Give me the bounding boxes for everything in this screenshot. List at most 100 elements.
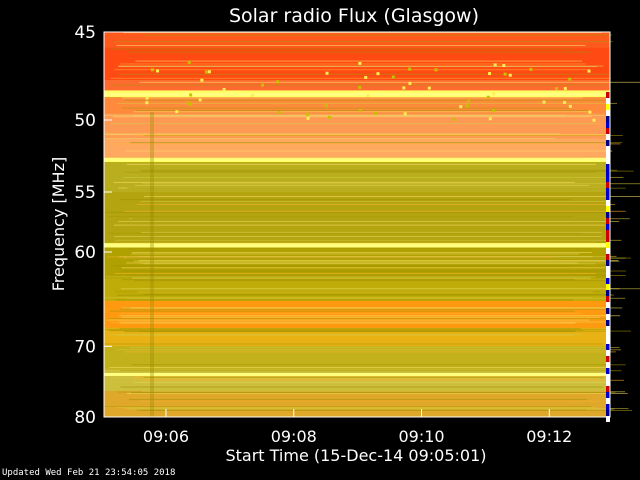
calibration-strip-cell xyxy=(606,362,610,368)
speckle xyxy=(364,75,368,79)
spectral-streak xyxy=(115,239,622,241)
updated-timestamp: Updated Wed Feb 21 23:54:05 2018 xyxy=(2,468,176,478)
spectral-streak xyxy=(105,134,607,136)
spectral-streak xyxy=(122,97,583,99)
calibration-strip-cell xyxy=(606,296,610,302)
spectral-streak xyxy=(126,274,626,276)
calibration-strip-cell xyxy=(606,134,610,140)
speckle xyxy=(306,116,310,120)
speckle xyxy=(568,104,572,108)
calibration-strip-cell xyxy=(606,386,610,392)
spectral-streak xyxy=(119,328,581,330)
calibration-strip-cell xyxy=(606,170,610,176)
spectral-streak xyxy=(125,257,631,259)
speckle xyxy=(358,108,362,112)
spectral-streak xyxy=(109,322,562,324)
spectral-streak xyxy=(113,41,613,43)
frequency-band xyxy=(104,390,610,417)
spectral-streak xyxy=(139,81,640,83)
spectral-streak xyxy=(140,231,602,233)
spectral-streak xyxy=(139,169,618,171)
spectral-streak xyxy=(120,270,627,272)
speckle xyxy=(452,118,456,122)
calibration-strip-cell xyxy=(606,302,610,308)
spectral-streak xyxy=(126,392,628,394)
speckle xyxy=(492,108,496,112)
speckle xyxy=(145,101,149,105)
speckle xyxy=(465,104,469,108)
spectral-streak xyxy=(143,294,612,296)
spectral-streak xyxy=(123,331,576,333)
calibration-strip-cell xyxy=(606,224,610,230)
calibration-strip-cell xyxy=(606,410,610,416)
spectral-streak xyxy=(116,407,597,409)
speckle xyxy=(261,83,265,87)
speckle xyxy=(542,100,546,104)
calibration-strip-cell xyxy=(606,272,610,278)
calibration-strip-cell xyxy=(606,416,610,422)
speckle xyxy=(198,98,202,102)
speckle xyxy=(204,70,208,74)
spectral-streak xyxy=(143,195,640,197)
speckle xyxy=(276,80,280,84)
speckle xyxy=(175,110,179,114)
speckle xyxy=(358,85,362,89)
calibration-strip-cell xyxy=(606,404,610,410)
spectral-streak xyxy=(122,176,624,178)
calibration-strip-cell xyxy=(606,206,610,212)
y-tick-label: 80 xyxy=(74,408,96,428)
spectral-streak xyxy=(114,224,606,226)
spectral-streak xyxy=(110,48,574,50)
calibration-strip-cell xyxy=(606,140,610,146)
spectral-streak xyxy=(117,102,618,104)
speckle xyxy=(408,67,412,71)
calibration-strip-cell xyxy=(606,188,610,194)
calibration-strip-cell xyxy=(606,104,610,110)
speckle xyxy=(563,100,567,104)
spectral-streak xyxy=(120,63,586,65)
calibration-strip-cell xyxy=(606,158,610,164)
spectral-streak xyxy=(139,410,632,412)
calibration-strip-cell xyxy=(606,176,610,182)
spectral-streak xyxy=(127,187,626,189)
spectral-streak xyxy=(133,376,609,378)
calibration-strip-cell xyxy=(606,380,610,386)
speckle xyxy=(402,86,406,90)
calibration-strip-cell xyxy=(606,218,610,224)
spectral-streak xyxy=(124,171,597,173)
spectral-streak xyxy=(106,276,596,278)
spectral-streak xyxy=(114,69,591,71)
spectral-streak xyxy=(130,307,607,309)
frequency-band xyxy=(104,32,610,48)
speckle xyxy=(187,60,191,64)
spectral-streak xyxy=(141,288,640,290)
y-tick-label: 55 xyxy=(74,183,96,203)
calibration-strip-cell xyxy=(606,116,610,122)
spectral-streak xyxy=(129,347,620,349)
spectral-streak xyxy=(107,319,590,321)
spectral-streak xyxy=(113,181,575,183)
spectral-streak xyxy=(134,184,590,186)
calibration-strip-cell xyxy=(606,242,610,248)
spectral-streak xyxy=(110,264,588,266)
spectral-streak xyxy=(135,60,583,62)
spectral-streak xyxy=(107,318,609,320)
speckle xyxy=(592,118,596,122)
plot-frame xyxy=(103,31,611,418)
calibration-strip-cell xyxy=(606,212,610,218)
speckle xyxy=(588,110,592,114)
spectral-streak xyxy=(132,252,593,254)
spectral-streak xyxy=(124,210,626,212)
x-axis-label: Start Time (15-Dec-14 09:05:01) xyxy=(225,446,486,465)
speckle xyxy=(488,72,492,76)
spectral-streak xyxy=(116,349,622,351)
spectral-streak xyxy=(126,262,579,264)
spectral-streak xyxy=(134,381,606,383)
speckle xyxy=(493,63,497,67)
spectral-streak xyxy=(143,376,604,378)
spectrogram-plot-area xyxy=(103,31,640,422)
spectral-streak xyxy=(112,242,596,244)
bright-emission-line xyxy=(104,372,610,376)
spectral-streak xyxy=(104,114,566,116)
speckle xyxy=(200,78,204,82)
